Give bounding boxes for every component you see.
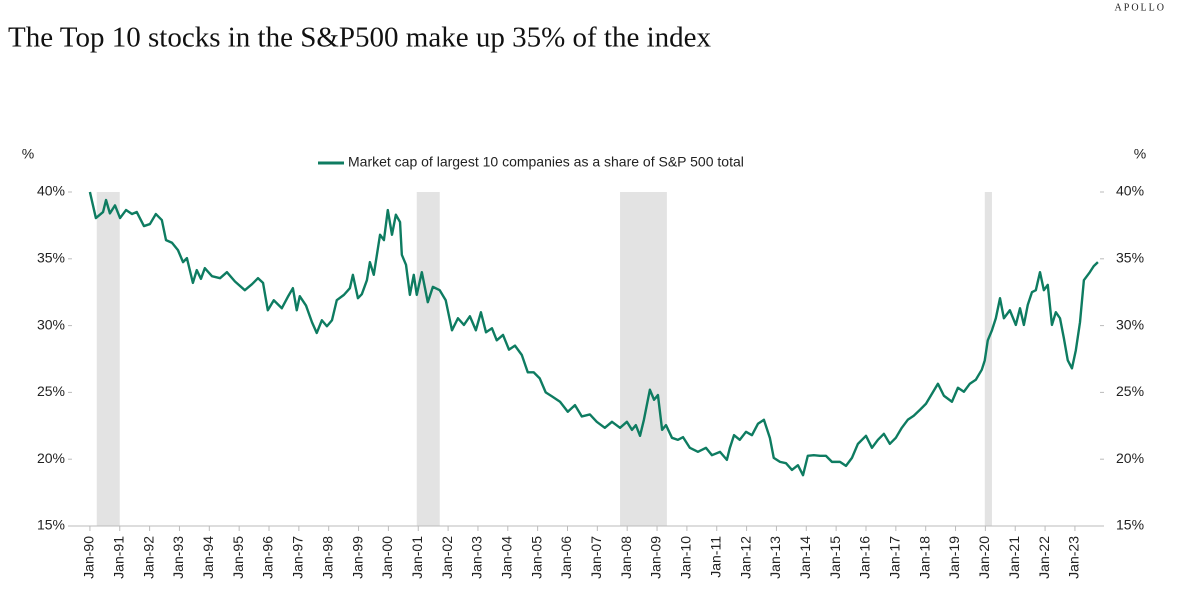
legend-label: Market cap of largest 10 companies as a … xyxy=(348,154,744,170)
x-tick-label: Jan-17 xyxy=(887,536,903,579)
y-tick-label: 30% xyxy=(37,316,65,332)
brand: APOLLO xyxy=(1115,2,1166,13)
x-tick-label: Jan-18 xyxy=(916,536,932,579)
x-tick-label: Jan-03 xyxy=(469,536,485,579)
x-tick-label: Jan-99 xyxy=(349,536,365,579)
y-tick-label: 40% xyxy=(37,183,65,199)
x-tick-label: Jan-14 xyxy=(797,536,813,579)
y2-axis-label: % xyxy=(1134,146,1146,162)
x-tick-label: Jan-05 xyxy=(528,536,544,579)
y2-tick-label: 35% xyxy=(1116,250,1144,266)
x-tick-label: Jan-96 xyxy=(260,536,276,579)
x-tick-label: Jan-07 xyxy=(588,536,604,579)
x-tick-label: Jan-00 xyxy=(379,536,395,579)
x-tick-label: Jan-16 xyxy=(857,536,873,579)
y2-tick-label: 15% xyxy=(1116,517,1144,533)
recession-shade xyxy=(96,192,120,526)
y-tick-label: 25% xyxy=(37,383,65,399)
x-tick-label: Jan-20 xyxy=(976,536,992,579)
recession-shade xyxy=(984,192,992,526)
chart-title: The Top 10 stocks in the S&P500 make up … xyxy=(8,22,712,54)
x-tick-label: Jan-19 xyxy=(946,536,962,579)
x-tick-label: Jan-09 xyxy=(648,536,664,579)
x-tick-label: Jan-23 xyxy=(1066,536,1082,579)
x-tick-label: Jan-15 xyxy=(827,536,843,579)
y2-tick-label: 20% xyxy=(1116,450,1144,466)
recession-shade xyxy=(620,192,667,526)
x-tick-label: Jan-12 xyxy=(737,536,753,579)
x-tick-label: Jan-04 xyxy=(498,536,514,579)
y-tick-label: 20% xyxy=(37,450,65,466)
x-tick-label: Jan-01 xyxy=(409,536,425,579)
recession-shade xyxy=(416,192,440,526)
x-tick-label: Jan-13 xyxy=(767,536,783,579)
x-tick-label: Jan-08 xyxy=(618,536,634,579)
x-tick-label: Jan-94 xyxy=(200,536,216,579)
x-tick-label: Jan-11 xyxy=(707,536,723,578)
y-tick-label: 35% xyxy=(37,250,65,266)
x-tick-label: Jan-92 xyxy=(140,536,156,579)
x-tick-label: Jan-98 xyxy=(319,536,335,579)
x-tick-label: Jan-22 xyxy=(1036,536,1052,579)
y2-tick-label: 40% xyxy=(1116,183,1144,199)
x-tick-label: Jan-90 xyxy=(81,536,97,579)
x-tick-label: Jan-97 xyxy=(290,536,306,579)
x-tick-label: Jan-91 xyxy=(110,536,126,579)
x-tick-label: Jan-10 xyxy=(678,536,694,579)
x-tick-label: Jan-93 xyxy=(170,536,186,579)
data-line xyxy=(88,191,1099,477)
y2-tick-label: 25% xyxy=(1116,383,1144,399)
y2-tick-label: 30% xyxy=(1116,316,1144,332)
x-tick-label: Jan-21 xyxy=(1006,536,1022,579)
y-axis-label: % xyxy=(22,146,34,162)
x-tick-label: Jan-02 xyxy=(439,536,455,579)
x-tick-label: Jan-95 xyxy=(230,536,246,579)
x-tick-label: Jan-06 xyxy=(558,536,574,579)
y-tick-label: 15% xyxy=(37,517,65,533)
